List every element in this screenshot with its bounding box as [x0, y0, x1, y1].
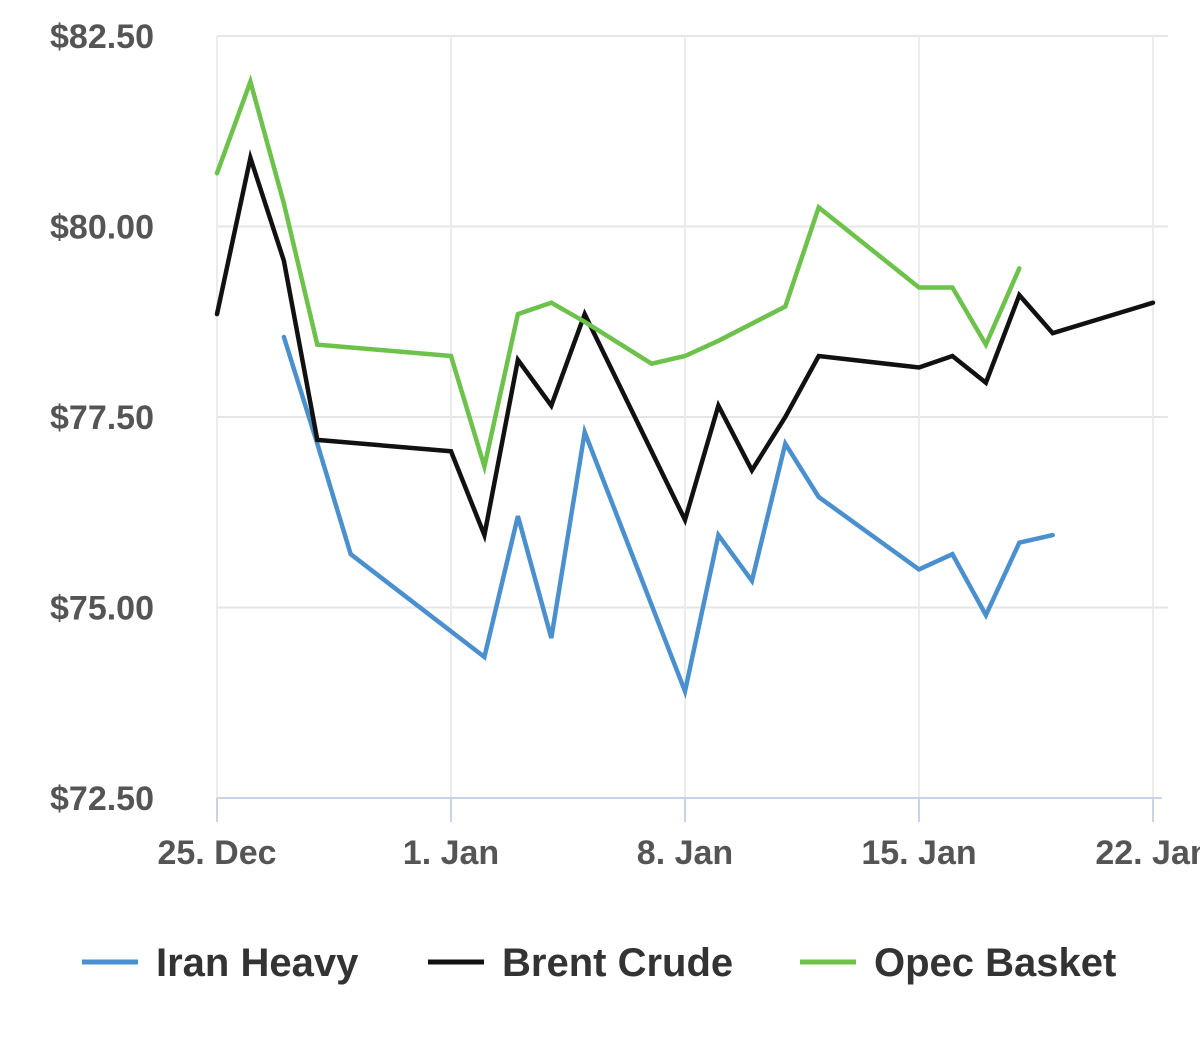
- y-tick-label: $82.50: [50, 18, 154, 56]
- legend: Iran Heavy Brent Crude Opec Basket: [82, 941, 1116, 985]
- legend-label: Iran Heavy: [156, 941, 359, 985]
- legend-item-brent-crude[interactable]: Brent Crude: [428, 941, 733, 985]
- x-tick-label: 1. Jan: [403, 834, 499, 872]
- x-axis: [216, 797, 1162, 822]
- x-axis-labels: 25. Dec 1. Jan 8. Jan 15. Jan 22. Jan: [157, 834, 1200, 872]
- series-line-iran-heavy: [281, 334, 1055, 700]
- legend-label: Opec Basket: [874, 941, 1116, 985]
- series-line-brent-crude: [214, 149, 1156, 544]
- y-tick-label: $80.00: [50, 209, 154, 247]
- y-axis-labels: $82.50 $80.00 $77.50 $75.00 $72.50: [50, 18, 154, 818]
- legend-item-iran-heavy[interactable]: Iran Heavy: [82, 941, 359, 985]
- x-tick-label: 15. Jan: [861, 834, 976, 872]
- y-tick-label: $77.50: [50, 399, 154, 437]
- grid-lines: [216, 35, 1168, 798]
- y-tick-label: $75.00: [50, 590, 154, 628]
- legend-label: Brent Crude: [502, 941, 733, 985]
- legend-item-opec-basket[interactable]: Opec Basket: [800, 941, 1116, 985]
- series-lines: [214, 74, 1156, 700]
- x-tick-label: 25. Dec: [157, 834, 276, 872]
- series-line-opec-basket: [214, 74, 1022, 476]
- x-tick-label: 8. Jan: [637, 834, 733, 872]
- y-tick-label: $72.50: [50, 780, 154, 818]
- x-tick-label: 22. Jan: [1095, 834, 1200, 872]
